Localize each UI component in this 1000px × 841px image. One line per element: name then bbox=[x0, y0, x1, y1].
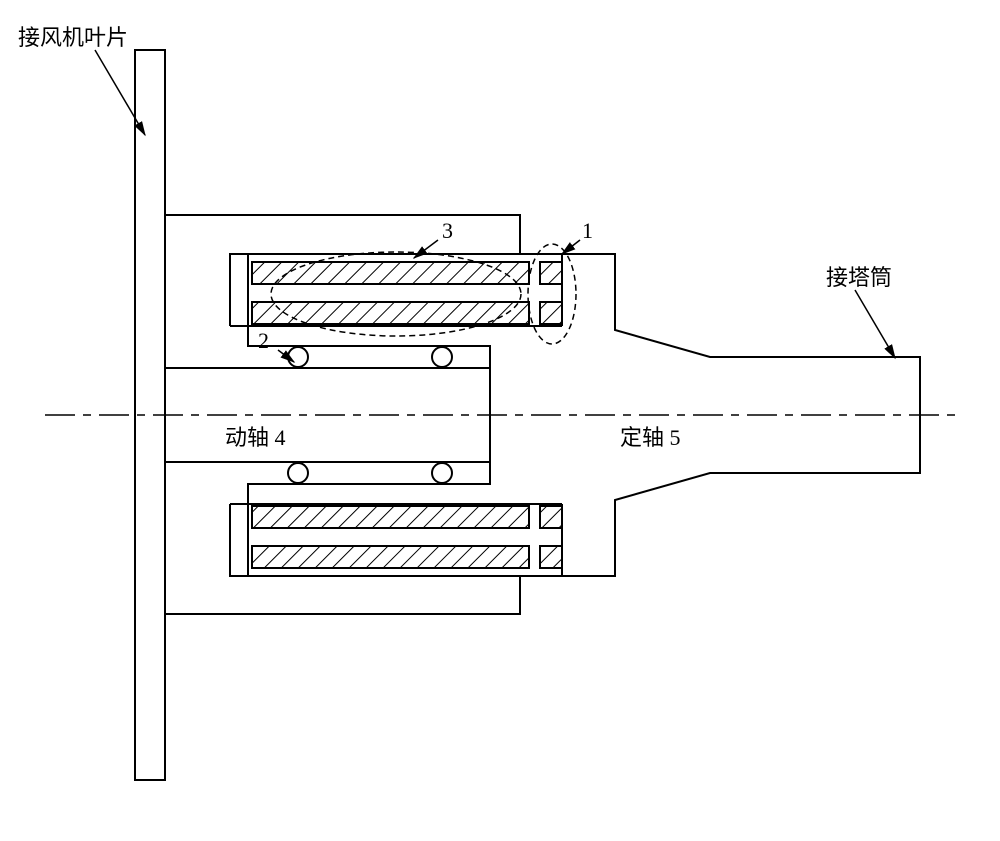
hatch-bar-bot2-left bbox=[252, 546, 529, 568]
arrow-2 bbox=[278, 350, 294, 362]
bearing-ball bbox=[432, 347, 452, 367]
bearing-ball bbox=[288, 463, 308, 483]
label-fixed-shaft: 定轴 5 bbox=[620, 420, 681, 452]
arrow-blade bbox=[95, 50, 145, 135]
label-moving-shaft: 动轴 4 bbox=[225, 420, 286, 452]
hatch-bar-bot1-left bbox=[252, 506, 529, 528]
hatch-bar-top1-right bbox=[540, 262, 562, 284]
label-ref-3: 3 bbox=[442, 218, 453, 244]
label-ref-1: 1 bbox=[582, 218, 593, 244]
hatch-bar-top2-left bbox=[252, 302, 529, 324]
arrow-3 bbox=[414, 240, 438, 258]
label-blade-connection: 接风机叶片 bbox=[18, 20, 128, 52]
label-ref-2: 2 bbox=[258, 328, 269, 354]
hatch-bar-bot2-right bbox=[540, 546, 562, 568]
schematic-svg bbox=[0, 0, 1000, 836]
hatch-bar-top2-right bbox=[540, 302, 562, 324]
bearing-ball bbox=[432, 463, 452, 483]
arrow-tower bbox=[855, 290, 895, 358]
diagram-container: 接风机叶片 接塔筒 动轴 4 定轴 5 1 2 3 bbox=[0, 0, 1000, 836]
callout-ellipse-1 bbox=[528, 244, 576, 344]
hatch-bar-bot1-right bbox=[540, 506, 562, 528]
label-tower-connection: 接塔筒 bbox=[826, 260, 892, 292]
arrow-1 bbox=[562, 240, 580, 254]
bearing-ball bbox=[288, 347, 308, 367]
